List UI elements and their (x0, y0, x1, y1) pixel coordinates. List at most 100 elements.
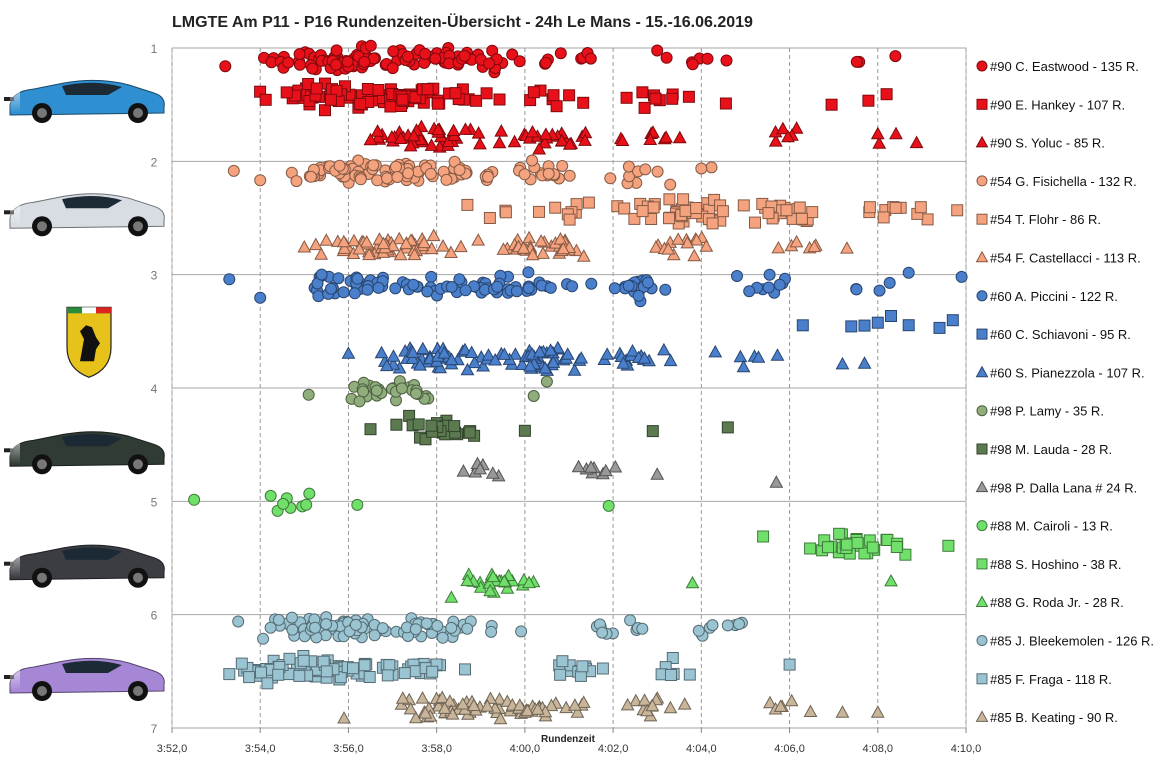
data-point (666, 92, 679, 105)
data-point (219, 60, 232, 73)
car-hub-front (37, 459, 47, 470)
data-point (596, 626, 609, 639)
data-point (556, 655, 569, 668)
legend-marker (976, 520, 988, 532)
legend-marker (976, 213, 988, 225)
data-point (433, 360, 448, 374)
data-point (889, 126, 903, 140)
data-point (526, 154, 538, 167)
data-point (497, 347, 512, 360)
data-point (663, 212, 675, 225)
aston-martin-90-blue (4, 79, 165, 123)
data-point (768, 134, 783, 147)
data-point (426, 228, 441, 242)
data-point (453, 164, 466, 176)
legend-label: #85 J. Bleekemolen - 126 R. (990, 634, 1154, 649)
legend-label: #54 F. Castellacci - 113 R. (990, 251, 1141, 266)
data-point (386, 62, 399, 75)
data-point (473, 461, 487, 475)
data-point (657, 342, 671, 356)
data-point (880, 88, 893, 101)
car-hub-rear (133, 108, 143, 118)
data-point (851, 536, 864, 549)
data-point (425, 419, 438, 432)
data-point (585, 277, 598, 290)
data-point (494, 124, 509, 137)
data-point (308, 237, 323, 251)
data-point (372, 281, 385, 294)
data-point (663, 193, 676, 206)
data-point (406, 128, 421, 142)
data-point (602, 499, 615, 512)
data-point (636, 622, 649, 635)
data-point (303, 487, 316, 500)
data-point (305, 170, 317, 183)
data-point (763, 695, 777, 709)
data-point (554, 133, 569, 147)
data-point (628, 212, 641, 225)
legend-label: #54 T. Flohr - 86 R. (990, 212, 1101, 227)
data-point (254, 291, 267, 304)
data-point (567, 363, 582, 376)
data-point (500, 581, 515, 594)
data-point (437, 701, 452, 714)
data-point (596, 662, 609, 675)
data-point (783, 658, 796, 671)
data-point (622, 160, 635, 173)
data-point (444, 352, 459, 366)
data-point (604, 172, 617, 185)
data-point (483, 212, 496, 224)
legend-marker (976, 558, 988, 570)
data-point (334, 671, 347, 684)
data-point (417, 235, 431, 249)
data-point (889, 201, 902, 214)
data-point (429, 52, 442, 65)
data-point (424, 138, 439, 151)
data-point (637, 693, 652, 706)
series-16 (232, 611, 748, 645)
chart-title: LMGTE Am P11 - P16 Rundenzeiten-Übersich… (172, 14, 753, 31)
porsche-88-dark (4, 544, 165, 588)
data-point (530, 702, 545, 715)
car-shine (10, 555, 20, 578)
legend-marker (976, 175, 988, 187)
car-window (62, 82, 122, 95)
x-tick-label: 4:02,0 (598, 743, 629, 755)
data-point (446, 123, 461, 136)
data-point (899, 548, 912, 561)
data-point (435, 690, 450, 704)
data-point (336, 234, 351, 248)
data-point (762, 281, 775, 294)
data-point (448, 420, 461, 433)
data-point (386, 349, 401, 362)
data-point (297, 654, 310, 667)
data-point (646, 425, 659, 438)
data-point (330, 58, 342, 71)
data-point (387, 45, 400, 58)
data-point (538, 361, 553, 374)
axes: 1 2 3 4 5 6 7 3:52,0 3:54,0 3:56,0 3:58,0 4:00,0 4:0… (151, 42, 982, 755)
data-point (286, 611, 298, 624)
data-point (460, 362, 475, 376)
data-point (780, 204, 793, 217)
y-tick-label: 3 (151, 269, 158, 283)
data-point (492, 135, 507, 149)
data-point (645, 213, 658, 225)
data-point (264, 621, 277, 634)
data-point (254, 174, 267, 187)
data-point (763, 268, 776, 281)
data-point (363, 671, 376, 683)
series-4 (227, 154, 718, 191)
data-point (686, 58, 699, 71)
car-wing (4, 675, 14, 679)
data-point (615, 133, 630, 146)
data-point (683, 668, 696, 681)
data-point (402, 167, 415, 180)
data-point (324, 93, 337, 106)
data-point (773, 699, 788, 712)
data-point (461, 198, 474, 211)
data-point (804, 542, 817, 555)
data-point (409, 665, 422, 678)
y-tick-label: 5 (151, 495, 158, 509)
data-point (773, 278, 786, 291)
